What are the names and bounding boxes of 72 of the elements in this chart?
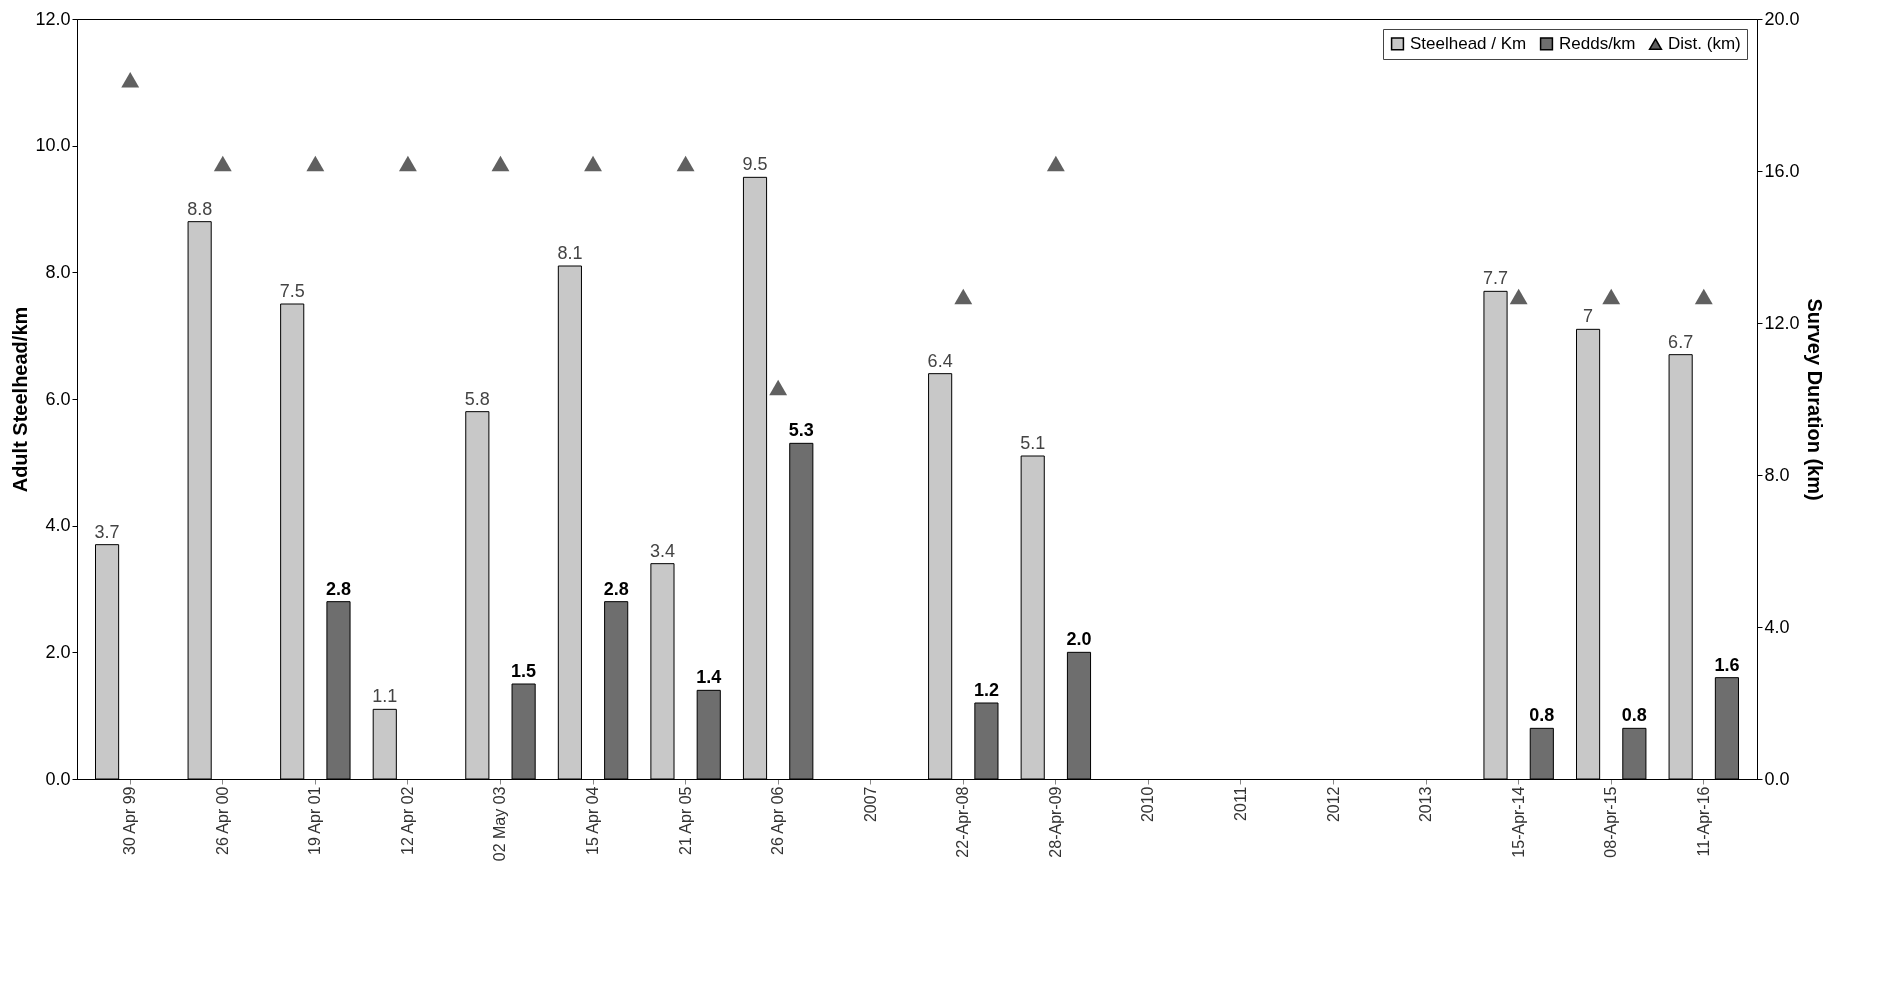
x-tick-label: 26 Apr 06 (769, 786, 787, 855)
point (121, 72, 140, 88)
x-tick-label: 28-Apr-09 (1046, 786, 1064, 858)
y-tick-label: 4.0 (45, 515, 71, 536)
x-tick-label: 2010 (1139, 786, 1157, 823)
data-label: 1.6 (1714, 654, 1740, 675)
x-tick-label: 2011 (1231, 786, 1249, 821)
y2-tick-label: 0.0 (1764, 768, 1790, 789)
x-tick-label: 15 Apr 04 (584, 786, 602, 855)
data-label: 9.5 (742, 154, 768, 175)
point (1694, 288, 1713, 305)
y2-tick-label: 20.0 (1764, 8, 1800, 29)
data-label: 0.8 (1621, 705, 1647, 726)
y2-tick-label: 16.0 (1764, 160, 1800, 181)
data-label: 5.1 (1020, 433, 1046, 453)
x-tick-label: 22-Apr-08 (954, 786, 972, 858)
point (769, 379, 788, 396)
point (1509, 288, 1528, 305)
data-label: 0.8 (1529, 705, 1555, 726)
data-label: 2.0 (1066, 629, 1092, 650)
data-label: 2.8 (325, 578, 351, 599)
point (1046, 155, 1065, 172)
legend-label: Dist. (km) (1668, 34, 1741, 54)
data-label: 3.7 (94, 521, 120, 542)
point (954, 288, 973, 305)
data-label: 3.4 (649, 540, 675, 561)
data-label: 8.1 (557, 243, 583, 263)
legend-label: Steelhead / Km (1410, 33, 1527, 53)
y-tick-label: 10.0 (35, 135, 71, 156)
x-tick-label: 12 Apr 02 (398, 786, 416, 855)
data-label: 1.5 (511, 661, 537, 681)
y2-tick-label: 12.0 (1764, 312, 1800, 333)
y2-tick-label: 4.0 (1764, 616, 1790, 637)
data-label: 2.8 (603, 578, 629, 599)
data-label: 8.8 (187, 198, 213, 219)
y-axis-title: Adult Steelhead/km (9, 306, 32, 493)
data-label: 7.7 (1483, 268, 1509, 289)
point (306, 155, 325, 172)
y-tick-label: 8.0 (45, 261, 71, 282)
point (584, 155, 602, 172)
y2-axis-title: Survey Duration (km) (1803, 298, 1826, 501)
data-label: 7.5 (279, 281, 305, 301)
x-tick-label: 19 Apr 01 (306, 786, 324, 855)
data-label: 6.4 (927, 350, 953, 371)
data-label: 7 (1583, 306, 1594, 327)
y-tick-label: 2.0 (45, 641, 71, 662)
x-tick-label: 2012 (1324, 786, 1342, 823)
data-label: 1.1 (372, 686, 398, 707)
x-tick-label: 21 Apr 05 (676, 786, 694, 855)
point (1602, 288, 1621, 305)
point (491, 155, 510, 172)
point (213, 155, 232, 172)
y-tick-label: 12.0 (35, 8, 71, 29)
y-tick-label: 0.0 (45, 768, 71, 789)
x-tick-label: 02 May 03 (491, 786, 509, 862)
x-tick-label: 26 Apr 00 (213, 786, 231, 855)
x-tick-label: 30 Apr 99 (121, 786, 139, 855)
legend-label: Redds/km (1559, 33, 1636, 53)
x-tick-label: 08-Apr-15 (1602, 786, 1620, 858)
data-label: 6.7 (1668, 331, 1694, 352)
data-label: 5.8 (464, 388, 490, 409)
y2-tick-label: 8.0 (1764, 464, 1790, 485)
data-label: 5.3 (788, 420, 814, 441)
data-label: 1.4 (696, 667, 722, 688)
data-label: 1.2 (973, 680, 999, 700)
y-tick-label: 6.0 (45, 388, 71, 409)
point (676, 155, 695, 172)
point (398, 155, 417, 172)
x-tick-label: 2013 (1417, 786, 1435, 823)
x-tick-label: 11-Apr-16 (1694, 786, 1712, 857)
x-tick-label: 2007 (861, 786, 879, 823)
x-tick-label: 15-Apr-14 (1509, 786, 1527, 858)
